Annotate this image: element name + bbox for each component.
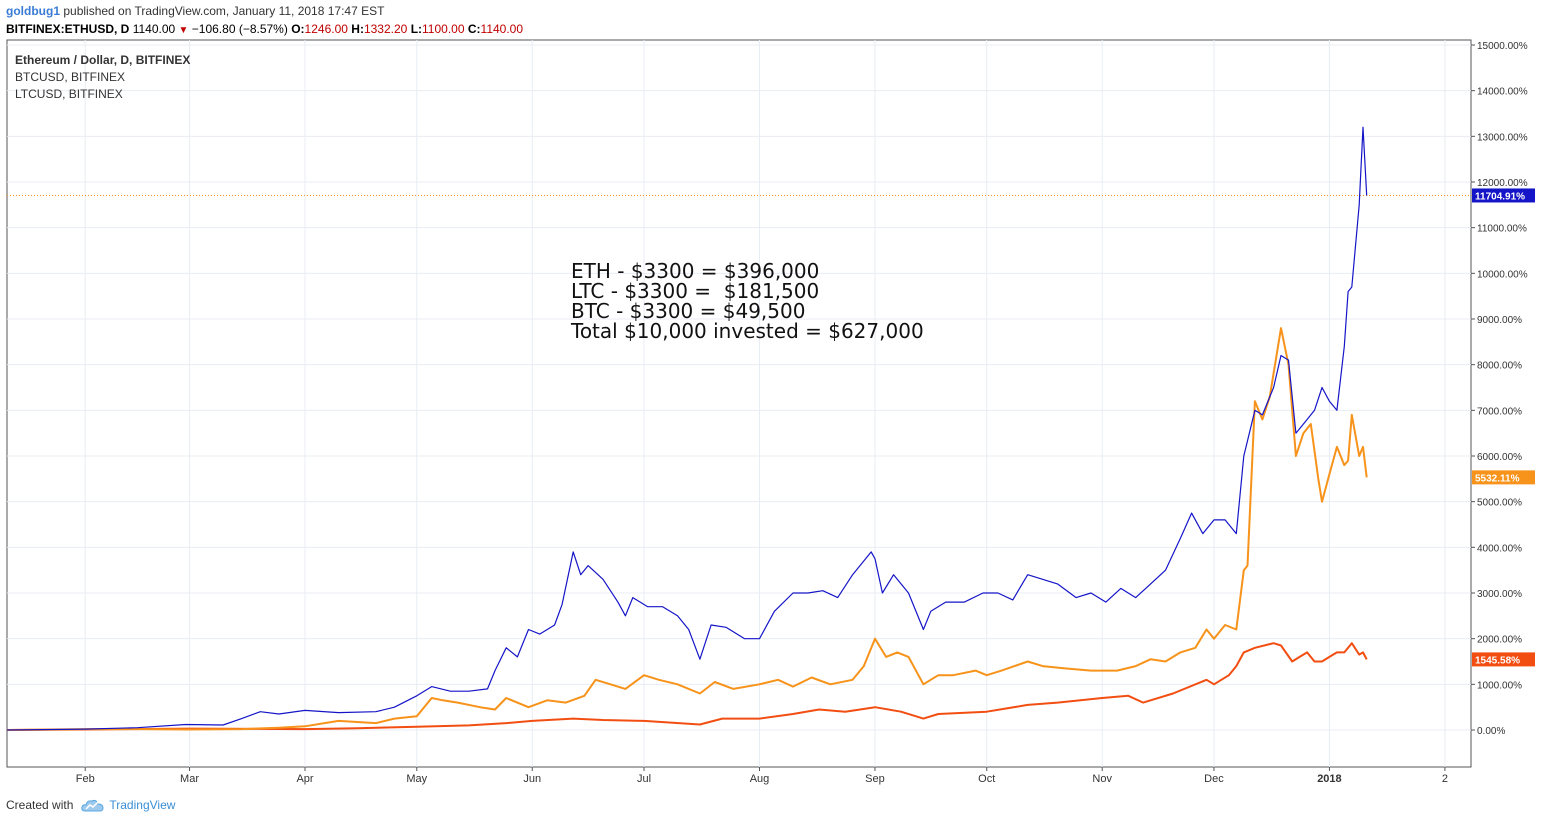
publish-info: goldbug1 published on TradingView.com, J…: [6, 4, 384, 18]
gridlines: [7, 40, 1471, 767]
high-label: H:: [351, 22, 364, 36]
annotation-line-btc: BTC - $3300 = $49,500: [571, 299, 805, 323]
y-tick-label: 9000.00%: [1477, 315, 1522, 326]
y-tick-label: 11000.00%: [1477, 224, 1527, 235]
high-value: 1332.20: [363, 22, 408, 36]
tradingview-cloud-icon: [81, 799, 104, 812]
open-label: O:: [291, 22, 305, 36]
y-tick-label: 15000.00%: [1477, 41, 1528, 52]
ltc-value-label: 5532.11%: [1475, 473, 1520, 484]
series-lines: [6, 126, 1368, 731]
tradingview-link[interactable]: TradingView: [109, 798, 176, 812]
y-tick-label: 13000.00%: [1477, 132, 1528, 143]
symbol-label: BITFINEX:ETHUSD, D: [6, 22, 130, 36]
x-tick-label: Feb: [76, 773, 95, 785]
y-tick-label: 6000.00%: [1477, 452, 1522, 463]
y-tick-label: 3000.00%: [1477, 589, 1522, 600]
close-label: C:: [467, 22, 481, 36]
x-tick-label: Oct: [978, 773, 995, 785]
eth-value-label: 11704.91%: [1475, 191, 1525, 202]
last-price: 1140.00: [132, 22, 176, 36]
legend-btc[interactable]: BTCUSD, BITFINEX: [15, 70, 125, 84]
y-tick-label: 10000.00%: [1477, 269, 1528, 280]
plot-frame: [6, 39, 1472, 768]
legend-ltc[interactable]: LTCUSD, BITFINEX: [15, 87, 123, 101]
y-tick-label: 7000.00%: [1477, 406, 1522, 417]
publisher-username[interactable]: goldbug1: [6, 4, 60, 18]
legend: Ethereum / Dollar, D, BITFINEX BTCUSD, B…: [15, 53, 190, 101]
annotation-text: ETH - $3300 = $396,000 LTC - $3300 = $18…: [570, 259, 924, 343]
x-tick-label: Apr: [296, 773, 313, 785]
low-value: 1100.00: [422, 22, 465, 36]
x-tick-label: May: [406, 773, 427, 785]
price-change: −106.80 (−8.57%): [191, 22, 288, 36]
legend-main[interactable]: Ethereum / Dollar, D, BITFINEX: [15, 53, 190, 67]
last-value-labels: 11704.91% 5532.11% 1545.58%: [1472, 188, 1535, 667]
close-value: 1140.00: [480, 22, 524, 36]
symbol-info-bar: BITFINEX:ETHUSD, D 1140.00 ▼ −106.80 (−8…: [6, 22, 523, 36]
x-tick-label: Jul: [637, 773, 651, 785]
btc-series-line: [6, 642, 1368, 731]
y-tick-label: 12000.00%: [1477, 178, 1528, 189]
x-tick-label: Sep: [865, 773, 885, 785]
open-value: 1246.00: [304, 22, 348, 36]
annotation-line-ltc: LTC - $3300 = $181,500: [571, 279, 819, 303]
y-tick-label: 1000.00%: [1477, 680, 1522, 691]
btc-value-badge: [1472, 652, 1535, 667]
y-tick-label: 8000.00%: [1477, 361, 1522, 372]
low-label: L:: [410, 22, 423, 36]
x-tick-label: Nov: [1092, 773, 1112, 785]
btc-value-label: 1545.58%: [1475, 655, 1520, 666]
x-tick-label: Jun: [523, 773, 541, 785]
x-tick-label: Dec: [1204, 773, 1224, 785]
x-tick-label: 2018: [1317, 773, 1341, 785]
ltc-value-badge: [1472, 470, 1535, 485]
eth-series-line: [6, 126, 1368, 731]
x-tick-label: Aug: [750, 773, 770, 785]
ltc-series-line: [6, 327, 1368, 731]
publish-text: published on TradingView.com, January 11…: [63, 4, 385, 18]
y-tick-label: 5000.00%: [1477, 498, 1522, 509]
y-tick-label: 0.00%: [1477, 726, 1505, 737]
eth-value-badge: [1472, 188, 1535, 203]
x-tick-label: Mar: [180, 773, 199, 785]
x-axis[interactable]: Feb Mar Apr May Jun Jul Aug Sep Oct Nov Dec 2018 2: [76, 767, 1448, 785]
y-axis[interactable]: 0.00% 1000.00% 2000.00% 3000.00% 4000.00% 500…: [1471, 41, 1528, 737]
y-tick-label: 4000.00%: [1477, 543, 1522, 554]
y-tick-label: 2000.00%: [1477, 635, 1522, 646]
x-tick-label: 2: [1442, 773, 1448, 785]
footer: Created with TradingView: [6, 798, 175, 812]
annotation-line-total: Total $10,000 invested = $627,000: [570, 319, 924, 343]
y-tick-label: 14000.00%: [1477, 87, 1528, 98]
down-triangle-icon: ▼: [178, 25, 189, 36]
annotation-line-eth: ETH - $3300 = $396,000: [571, 259, 819, 283]
created-with-text: Created with: [6, 798, 74, 812]
